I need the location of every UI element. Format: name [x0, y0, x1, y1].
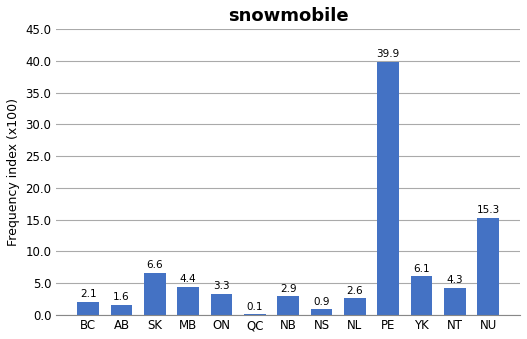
Title: snowmobile: snowmobile: [228, 7, 348, 25]
Bar: [144, 273, 166, 315]
Bar: [311, 309, 333, 315]
Text: 1.6: 1.6: [113, 292, 130, 302]
Text: 4.4: 4.4: [180, 275, 197, 284]
Bar: [477, 218, 499, 315]
Text: 39.9: 39.9: [377, 49, 400, 59]
Bar: [344, 298, 366, 315]
Bar: [244, 314, 266, 315]
Text: 2.1: 2.1: [80, 289, 96, 299]
Bar: [277, 297, 299, 315]
Text: 4.3: 4.3: [446, 275, 463, 285]
Y-axis label: Frequency index (x100): Frequency index (x100): [7, 98, 20, 246]
Text: 0.9: 0.9: [313, 297, 330, 307]
Bar: [377, 62, 399, 315]
Bar: [411, 276, 432, 315]
Bar: [444, 287, 466, 315]
Text: 15.3: 15.3: [476, 205, 500, 215]
Text: 6.1: 6.1: [413, 264, 430, 274]
Text: 2.6: 2.6: [347, 286, 363, 296]
Bar: [77, 302, 99, 315]
Text: 2.9: 2.9: [280, 284, 297, 294]
Bar: [178, 287, 199, 315]
Bar: [111, 305, 132, 315]
Text: 3.3: 3.3: [213, 281, 230, 292]
Text: 6.6: 6.6: [147, 260, 163, 271]
Text: 0.1: 0.1: [247, 302, 263, 312]
Bar: [211, 294, 232, 315]
